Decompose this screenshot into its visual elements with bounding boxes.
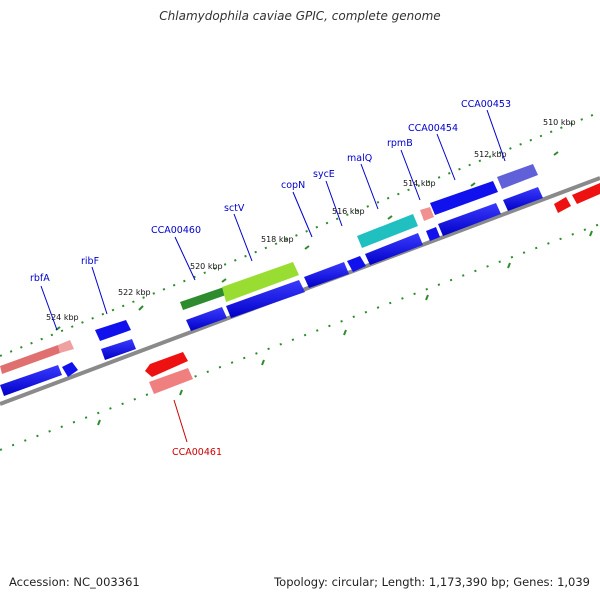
ruler-label: 510 kbp xyxy=(543,118,576,127)
reverse-gene-track xyxy=(145,183,600,394)
gene-reverse-2[interactable] xyxy=(554,197,571,213)
ruler-label: 514 kbp xyxy=(403,179,436,188)
ruler-label: 520 kbp xyxy=(190,262,223,271)
ruler-label: 524 kbp xyxy=(46,313,79,322)
gene-rbfA-extension[interactable] xyxy=(58,340,74,353)
ruler-label: 512 kbp xyxy=(474,150,507,159)
gene-forward-6[interactable] xyxy=(304,262,349,288)
gene-forward-7[interactable] xyxy=(347,256,366,272)
accession-text: Accession: NC_003361 xyxy=(9,575,140,589)
forward-gene-track xyxy=(0,187,543,396)
gene-sctV[interactable] xyxy=(222,262,299,302)
gene-label-sycE: sycE xyxy=(313,169,335,180)
ruler-label: 516 kbp xyxy=(332,207,365,216)
ruler-label: 518 kbp xyxy=(261,235,294,244)
gene-label-copN: copN xyxy=(281,180,305,191)
gene-forward-4[interactable] xyxy=(186,307,227,331)
gene-forward-9[interactable] xyxy=(426,227,440,241)
gene-CCA00454[interactable] xyxy=(430,181,498,215)
outer-feature-track xyxy=(0,164,538,374)
gene-rbfA[interactable] xyxy=(0,345,60,374)
gene-label-CCA00460: CCA00460 xyxy=(151,225,201,236)
gene-CCA00453[interactable] xyxy=(497,164,538,189)
gene-reverse-1[interactable] xyxy=(145,352,188,377)
ruler-major-ticks xyxy=(55,151,593,426)
ruler-label: 522 kbp xyxy=(118,288,151,297)
gene-CCA00460[interactable] xyxy=(180,287,226,310)
gene-forward-10[interactable] xyxy=(438,203,501,236)
gene-label-rpmB: rpmB xyxy=(387,138,413,149)
gene-reverse-3[interactable] xyxy=(572,183,600,204)
genome-summary-text: Topology: circular; Length: 1,173,390 bp… xyxy=(274,575,590,589)
gene-forward-5[interactable] xyxy=(226,280,305,318)
gene-label-CCA00461: CCA00461 xyxy=(172,447,222,458)
gene-forward-1[interactable] xyxy=(0,365,62,396)
gene-label-ribF: ribF xyxy=(81,256,99,267)
gene-rpmB[interactable] xyxy=(420,207,434,221)
gene-leader-lines xyxy=(40,109,506,443)
outer-ruler-dots xyxy=(0,111,600,357)
gene-label-sctV: sctV xyxy=(224,203,245,214)
gene-label-CCA00454: CCA00454 xyxy=(408,123,458,134)
gene-ribF[interactable] xyxy=(95,320,131,341)
gene-label-malQ: malQ xyxy=(347,153,372,164)
gene-CCA00461[interactable] xyxy=(149,368,193,394)
gene-forward-3[interactable] xyxy=(101,339,136,360)
gene-forward-11[interactable] xyxy=(503,187,543,211)
map-title: Chlamydophila caviae GPIC, complete geno… xyxy=(159,9,441,23)
gene-forward-2[interactable] xyxy=(62,362,78,377)
gene-forward-8[interactable] xyxy=(365,233,423,265)
gene-label-CCA00453: CCA00453 xyxy=(461,99,511,110)
gene-malQ[interactable] xyxy=(357,214,418,248)
gene-label-rbfA: rbfA xyxy=(30,273,50,284)
inner-ruler-dots xyxy=(0,223,600,451)
